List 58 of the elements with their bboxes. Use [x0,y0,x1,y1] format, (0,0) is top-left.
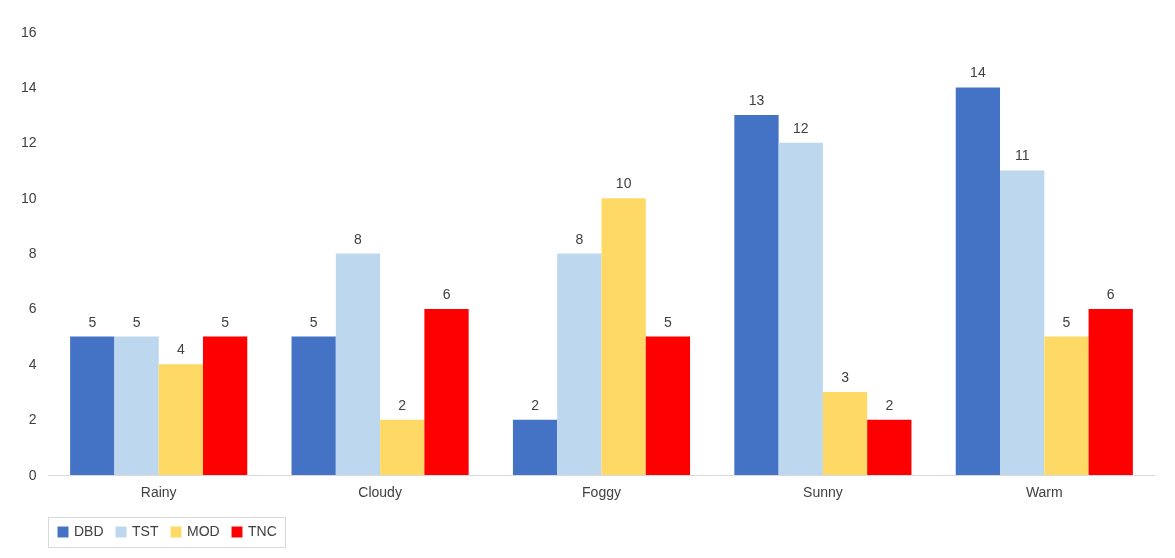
data-label: 6 [442,285,451,302]
bar [512,419,558,475]
data-label: 3 [841,368,850,385]
x-tick-label: Warm [1025,483,1063,500]
legend-label: TNC [248,523,277,539]
data-label: 4 [176,341,185,358]
bar [867,419,912,475]
x-tick-label: Cloudy [358,483,402,500]
data-label: 14 [970,64,986,81]
bar [955,87,1001,475]
bar [114,336,159,475]
bar [335,253,381,475]
bar [822,391,868,475]
y-tick-label: 10 [20,189,37,206]
data-label: 5 [221,313,230,330]
bar [424,308,469,475]
legend-label: TST [132,523,159,539]
bar [291,336,336,475]
data-label: 5 [132,313,141,330]
bar [158,364,203,475]
bar [734,115,779,475]
bar [645,336,691,475]
data-label: 6 [1106,285,1115,302]
bar [601,198,646,475]
bar [202,336,248,475]
bar [70,336,115,475]
data-label: 5 [309,313,318,330]
x-tick-label: Foggy [582,483,621,500]
y-tick-label: 16 [20,23,37,40]
bar [1044,336,1089,475]
data-label: 8 [354,230,363,247]
data-label: 2 [531,396,540,413]
x-tick-label: Rainy [140,483,177,500]
data-label: 2 [398,396,407,413]
data-label: 5 [1062,313,1071,330]
legend-label: DBD [74,523,104,539]
data-label: 13 [748,92,765,109]
y-tick-label: 6 [28,300,37,317]
y-tick-label: 14 [20,78,37,95]
bar [778,142,823,475]
data-label: 11 [1014,147,1030,164]
bar [1000,170,1045,475]
bar [380,419,425,475]
y-tick-label: 2 [28,411,37,428]
y-tick-label: 8 [28,245,37,261]
x-tick-label: Sunny [803,483,843,500]
bar [1088,308,1133,475]
bar [557,253,602,475]
data-label: 8 [575,230,584,247]
y-tick-label: 0 [28,466,37,483]
legend-label: MOD [187,523,220,539]
data-label: 10 [615,175,632,192]
data-label: 12 [792,119,809,136]
data-label: 2 [885,396,894,413]
y-tick-label: 12 [20,134,37,151]
data-label: 5 [664,313,673,330]
y-tick-label: 4 [28,355,37,372]
data-label: 5 [88,313,97,330]
